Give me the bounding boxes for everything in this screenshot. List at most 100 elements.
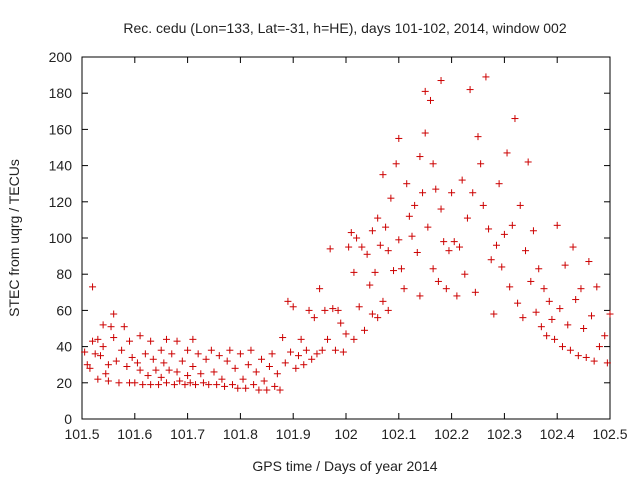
data-point [561, 261, 569, 269]
x-tick-label: 102.5 [592, 426, 627, 442]
data-point [535, 265, 543, 273]
data-point [603, 359, 611, 367]
data-point [128, 353, 136, 361]
data-point [141, 350, 149, 358]
data-point [302, 346, 310, 354]
data-point [189, 363, 197, 371]
data-point [250, 381, 258, 389]
data-point [548, 315, 556, 323]
data-point [437, 205, 445, 213]
data-point [184, 346, 192, 354]
data-point [339, 348, 347, 356]
data-point [96, 352, 104, 360]
data-point [355, 303, 363, 311]
data-point [252, 368, 260, 376]
data-point [590, 357, 598, 365]
data-point [593, 283, 601, 291]
data-point [461, 270, 469, 278]
data-point [176, 377, 184, 385]
x-tick-label: 102.1 [381, 426, 416, 442]
data-point [178, 357, 186, 365]
data-point [413, 248, 421, 256]
data-point [144, 372, 152, 380]
data-point [118, 346, 126, 354]
data-point [456, 243, 464, 251]
data-point [271, 382, 279, 390]
data-point [527, 277, 535, 285]
data-point [110, 310, 118, 318]
y-tick-label: 100 [49, 230, 73, 246]
data-point [199, 379, 207, 387]
data-point [382, 223, 390, 231]
data-point [89, 337, 97, 345]
data-point [429, 265, 437, 273]
data-point [324, 335, 332, 343]
data-point [268, 350, 276, 358]
data-point [368, 227, 376, 235]
data-point [184, 372, 192, 380]
data-point [305, 306, 313, 314]
data-point [411, 201, 419, 209]
data-point [374, 214, 382, 222]
data-point [445, 247, 453, 255]
data-point [292, 364, 300, 372]
data-point [170, 381, 178, 389]
data-point [342, 330, 350, 338]
x-tick-label: 102.4 [540, 426, 575, 442]
data-point [107, 323, 115, 331]
data-point [580, 325, 588, 332]
data-point [577, 285, 585, 293]
data-point [157, 346, 165, 354]
data-point [242, 384, 250, 392]
data-point [379, 171, 387, 179]
data-point [207, 346, 215, 354]
data-point [585, 258, 593, 266]
data-point [371, 268, 379, 276]
data-point [112, 357, 120, 365]
data-point [94, 335, 102, 343]
data-point [89, 283, 97, 291]
data-point [194, 350, 202, 358]
data-point [453, 292, 461, 300]
data-point [189, 335, 197, 343]
data-point [574, 352, 582, 360]
data-point [102, 370, 110, 378]
data-point [123, 363, 131, 371]
data-point [588, 312, 596, 320]
data-point [104, 377, 112, 385]
data-point [157, 373, 165, 381]
data-point [162, 335, 170, 343]
data-point [91, 350, 99, 358]
data-point [276, 386, 284, 394]
data-point [192, 381, 200, 389]
data-point [426, 96, 434, 104]
data-point [218, 375, 226, 383]
data-point [115, 379, 123, 387]
data-point [485, 225, 493, 233]
x-tick-label: 102.2 [434, 426, 469, 442]
data-point [294, 352, 302, 360]
data-point [83, 361, 91, 369]
x-tick-label: 101.8 [223, 426, 258, 442]
data-point [522, 247, 530, 255]
data-point [469, 189, 477, 197]
data-point [287, 348, 295, 356]
data-point [463, 214, 471, 222]
data-point [606, 310, 614, 318]
data-point [215, 352, 223, 360]
data-point [390, 267, 398, 275]
data-point [313, 350, 321, 358]
data-point [318, 346, 326, 354]
data-point [545, 297, 553, 305]
data-point [160, 359, 168, 367]
data-point [384, 306, 392, 314]
data-point [421, 87, 429, 95]
data-point [529, 227, 537, 235]
data-point [136, 332, 144, 340]
data-point [471, 288, 479, 296]
axis-ticks: 101.5 101.6 101.7 101.8 101.9 102 102.1 102.2 10… [49, 49, 628, 442]
data-point [221, 382, 229, 390]
data-point [442, 285, 450, 293]
